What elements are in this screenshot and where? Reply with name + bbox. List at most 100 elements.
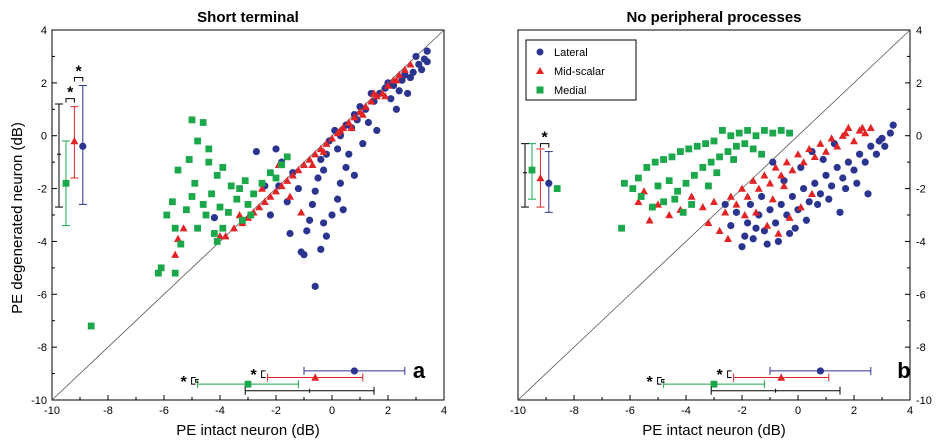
data-point-mid-scalar — [833, 142, 842, 150]
data-point-medial — [702, 140, 709, 148]
data-point-mid-scalar — [328, 134, 336, 142]
y-tick-label: -4 — [37, 236, 47, 248]
data-point-lateral — [786, 229, 794, 238]
y-summary-mean-lateral — [545, 179, 553, 187]
data-point-lateral — [861, 158, 869, 166]
data-point-lateral — [886, 129, 895, 137]
data-point-mid-scalar — [230, 224, 238, 232]
data-point-medial — [219, 224, 227, 232]
data-point-lateral — [328, 211, 336, 219]
data-point-mid-scalar — [799, 158, 808, 166]
panel-a: Short terminal PE intact neuron (dB) -10… — [31, 9, 447, 439]
data-point-mid-scalar — [827, 134, 836, 142]
data-point-mid-scalar — [822, 147, 830, 155]
data-point-lateral — [317, 155, 325, 164]
data-point-medial — [236, 185, 243, 192]
data-point-mid-scalar — [704, 218, 713, 227]
y-tick-label: -8 — [37, 342, 47, 354]
x-tick-label: -2 — [271, 405, 281, 417]
data-point-lateral — [350, 171, 358, 179]
significance-bracket — [191, 377, 196, 385]
data-point-lateral — [314, 174, 322, 182]
data-point-lateral — [409, 68, 417, 76]
data-point-mid-scalar — [726, 192, 735, 200]
data-point-medial — [643, 164, 651, 171]
data-point-lateral — [772, 219, 780, 227]
data-point-medial — [716, 153, 723, 161]
data-point-mid-scalar — [311, 150, 320, 158]
significance-star: * — [250, 367, 257, 384]
data-point-lateral — [763, 240, 771, 248]
data-point-mid-scalar — [732, 200, 741, 208]
data-point-medial — [741, 140, 749, 148]
data-point-mid-scalar — [319, 147, 328, 155]
data-point-medial — [191, 179, 199, 187]
data-point-lateral — [373, 126, 381, 135]
data-point-lateral — [836, 208, 844, 216]
data-point-medial — [87, 322, 95, 330]
data-point-mid-scalar — [788, 166, 797, 174]
data-point-lateral — [294, 184, 302, 193]
data-point-lateral — [387, 95, 395, 103]
data-point-medial — [668, 153, 676, 161]
x-tick-label: 4 — [907, 405, 913, 417]
data-point-medial — [671, 195, 679, 203]
series-mid-scalar — [171, 60, 415, 258]
data-point-medial — [188, 193, 196, 200]
data-point-lateral — [889, 121, 897, 129]
data-point-mid-scalar — [640, 187, 648, 195]
data-point-mid-scalar — [305, 155, 314, 163]
data-point-medial — [169, 198, 176, 206]
series-lateral — [210, 47, 431, 290]
data-point-lateral — [415, 60, 423, 68]
data-point-lateral — [738, 243, 746, 251]
data-point-medial — [707, 158, 715, 166]
data-point-medial — [691, 171, 698, 179]
significance-bracket — [657, 377, 662, 385]
data-point-mid-scalar — [277, 181, 286, 190]
data-point-medial — [188, 116, 196, 124]
significance-bracket — [539, 143, 550, 148]
data-point-medial — [769, 129, 777, 137]
data-point-lateral — [732, 208, 741, 216]
y-tick-label: -6 — [916, 289, 926, 301]
data-point-medial — [679, 208, 687, 216]
data-point-medial — [211, 230, 218, 237]
data-point-lateral — [418, 66, 426, 74]
significance-bracket-inner — [661, 379, 665, 383]
legend-box — [525, 39, 637, 101]
data-point-mid-scalar — [861, 129, 870, 137]
data-point-mid-scalar — [634, 197, 643, 205]
data-point-mid-scalar — [710, 197, 718, 205]
data-point-medial — [660, 156, 667, 163]
y-tick-label: -2 — [37, 184, 47, 196]
data-point-medial — [241, 177, 249, 185]
x-tick-label: -2 — [737, 405, 747, 417]
data-point-lateral — [881, 142, 889, 150]
y-summary-mean-mid-scalar — [70, 137, 79, 145]
data-point-mid-scalar — [361, 102, 370, 110]
data-point-lateral — [769, 158, 777, 166]
x-summary-mean-medial — [710, 380, 718, 388]
data-point-mid-scalar — [350, 113, 359, 121]
y-tick-label: -10 — [916, 395, 932, 407]
data-point-mid-scalar — [805, 144, 814, 153]
data-point-mid-scalar — [308, 160, 317, 168]
data-point-lateral — [423, 47, 431, 55]
data-point-mid-scalar — [645, 216, 654, 224]
data-point-medial — [171, 269, 179, 277]
data-point-lateral — [266, 211, 274, 219]
data-point-mid-scalar — [322, 139, 331, 147]
data-point-lateral — [345, 150, 353, 158]
data-point-lateral — [780, 177, 788, 185]
data-point-mid-scalar — [654, 200, 662, 208]
data-point-medial — [219, 164, 227, 171]
data-point-lateral — [872, 150, 881, 158]
data-point-medial — [272, 174, 280, 182]
data-point-medial — [194, 137, 201, 145]
data-point-lateral — [311, 282, 319, 290]
data-point-medial — [693, 142, 701, 150]
data-point-lateral — [864, 190, 872, 198]
data-point-medial — [713, 169, 721, 177]
